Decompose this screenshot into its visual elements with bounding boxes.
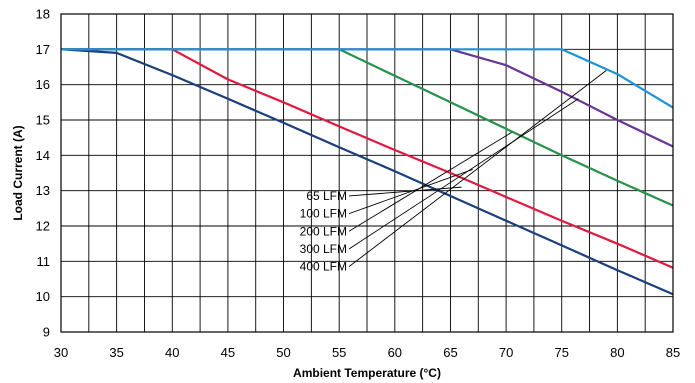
y-tick-label: 18 [36, 7, 50, 22]
y-tick-label: 14 [36, 148, 50, 163]
x-tick-label: 35 [109, 345, 123, 360]
annotation-leader [348, 70, 607, 267]
series-line [61, 48, 674, 269]
x-axis-title: Ambient Temperature (°C) [293, 366, 441, 380]
x-tick-label: 85 [666, 345, 680, 360]
x-tick-label: 45 [221, 345, 235, 360]
x-tick-label: 50 [276, 345, 290, 360]
series-line [60, 48, 674, 296]
x-tick-label: 65 [443, 345, 457, 360]
x-tick-label: 40 [165, 345, 179, 360]
annotation-label: 100 LFM [300, 207, 347, 221]
x-tick-label: 70 [499, 345, 513, 360]
y-tick-label: 16 [36, 77, 50, 92]
series-line [61, 48, 674, 207]
y-tick-label: 13 [36, 183, 50, 198]
annotation-leader-lines [348, 70, 607, 267]
y-tick-label: 10 [36, 289, 50, 304]
y-tick-labels: 9 10 11 12 13 14 15 16 17 18 [36, 7, 50, 340]
annotation-label: 300 LFM [300, 242, 347, 256]
annotation-leader [348, 186, 462, 197]
annotation-label: 65 LFM [306, 189, 347, 203]
airflow-annotations: 65 LFM 100 LFM 200 LFM 300 LFM 400 LFM [300, 189, 347, 274]
x-tick-label: 60 [388, 345, 402, 360]
annotation-leader [348, 98, 579, 250]
annotation-leader [348, 131, 512, 232]
x-tick-label: 80 [610, 345, 624, 360]
grid-lines [60, 13, 674, 333]
series-lines [60, 48, 674, 296]
y-tick-label: 17 [36, 42, 50, 57]
x-tick-label: 75 [554, 345, 568, 360]
plot-frame [60, 13, 674, 333]
y-tick-label: 15 [36, 113, 50, 128]
y-axis-title: Load Current (A) [11, 125, 25, 220]
x-tick-label: 30 [54, 345, 68, 360]
annotation-label: 200 LFM [300, 224, 347, 238]
series-line [61, 48, 674, 109]
x-tick-label: 55 [332, 345, 346, 360]
y-tick-label: 9 [43, 325, 50, 340]
y-tick-label: 11 [37, 254, 51, 269]
annotation-label: 400 LFM [300, 260, 347, 274]
annotation-leader [348, 169, 473, 215]
x-tick-labels: 30 35 40 45 50 55 60 65 70 75 80 85 [54, 345, 680, 360]
y-tick-label: 12 [36, 219, 50, 234]
